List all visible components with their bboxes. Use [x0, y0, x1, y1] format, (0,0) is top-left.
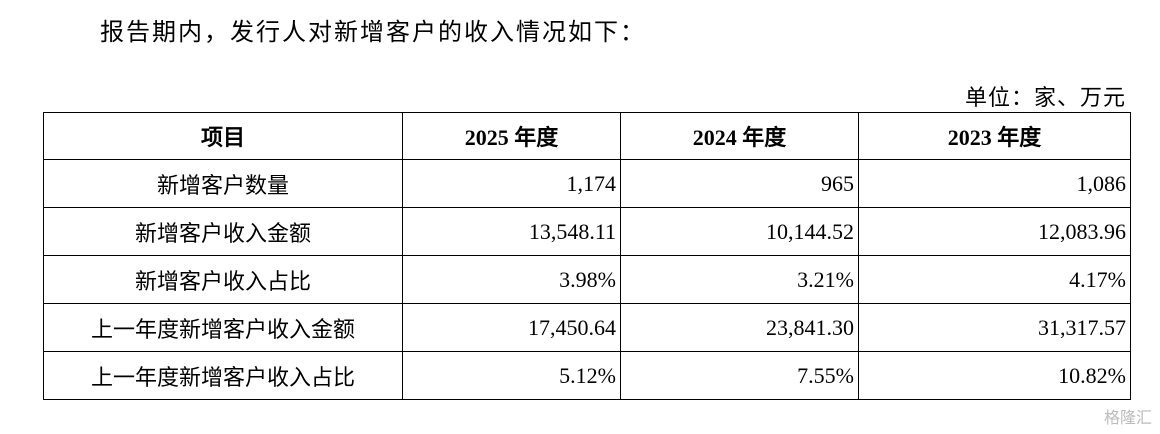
value-cell: 1,174: [402, 159, 621, 208]
row-label: 新增客户收入金额: [43, 207, 403, 256]
intro-text: 报告期内，发行人对新增客户的收入情况如下：: [100, 20, 646, 46]
header-row: 项目 2025 年度 2024 年度 2023 年度: [43, 112, 1131, 160]
value-cell: 3.21%: [620, 255, 859, 304]
table-body: 新增客户数量 1,174 965 1,086 新增客户收入金额 13,548.11 10,1…: [43, 159, 1131, 400]
value-cell: 4.17%: [858, 255, 1131, 304]
value-cell: 12,083.96: [858, 207, 1131, 256]
row-label: 新增客户数量: [43, 159, 403, 208]
value-cell: 1,086: [858, 159, 1131, 208]
value-cell: 31,317.57: [858, 303, 1131, 352]
value-cell: 23,841.30: [620, 303, 859, 352]
table-row: 上一年度新增客户收入占比 5.12% 7.55% 10.82%: [43, 351, 1131, 400]
watermark: 格隆汇: [1103, 408, 1152, 427]
table-row: 新增客户数量 1,174 965 1,086: [43, 159, 1131, 208]
row-label: 新增客户收入占比: [43, 255, 403, 304]
unit-note: 单位：家、万元: [964, 85, 1126, 110]
value-cell: 13,548.11: [402, 207, 621, 256]
table-row: 上一年度新增客户收入金额 17,450.64 23,841.30 31,317.57: [43, 303, 1131, 352]
data-table: 项目 2025 年度 2024 年度 2023 年度 新增客户数量 1,174 965 1,…: [43, 112, 1131, 400]
value-cell: 7.55%: [620, 351, 859, 400]
row-label: 上一年度新增客户收入金额: [43, 303, 403, 352]
table-row: 新增客户收入金额 13,548.11 10,144.52 12,083.96: [43, 207, 1131, 256]
value-cell: 17,450.64: [402, 303, 621, 352]
header-cell: 项目: [43, 112, 403, 160]
value-cell: 10,144.52: [620, 207, 859, 256]
header-cell: 2025 年度: [402, 112, 621, 160]
value-cell: 5.12%: [402, 351, 621, 400]
row-label: 上一年度新增客户收入占比: [43, 351, 403, 400]
value-cell: 3.98%: [402, 255, 621, 304]
header-cell: 2024 年度: [620, 112, 859, 160]
value-cell: 10.82%: [858, 351, 1131, 400]
table-row: 新增客户收入占比 3.98% 3.21% 4.17%: [43, 255, 1131, 304]
header-cell: 2023 年度: [858, 112, 1131, 160]
value-cell: 965: [620, 159, 859, 208]
